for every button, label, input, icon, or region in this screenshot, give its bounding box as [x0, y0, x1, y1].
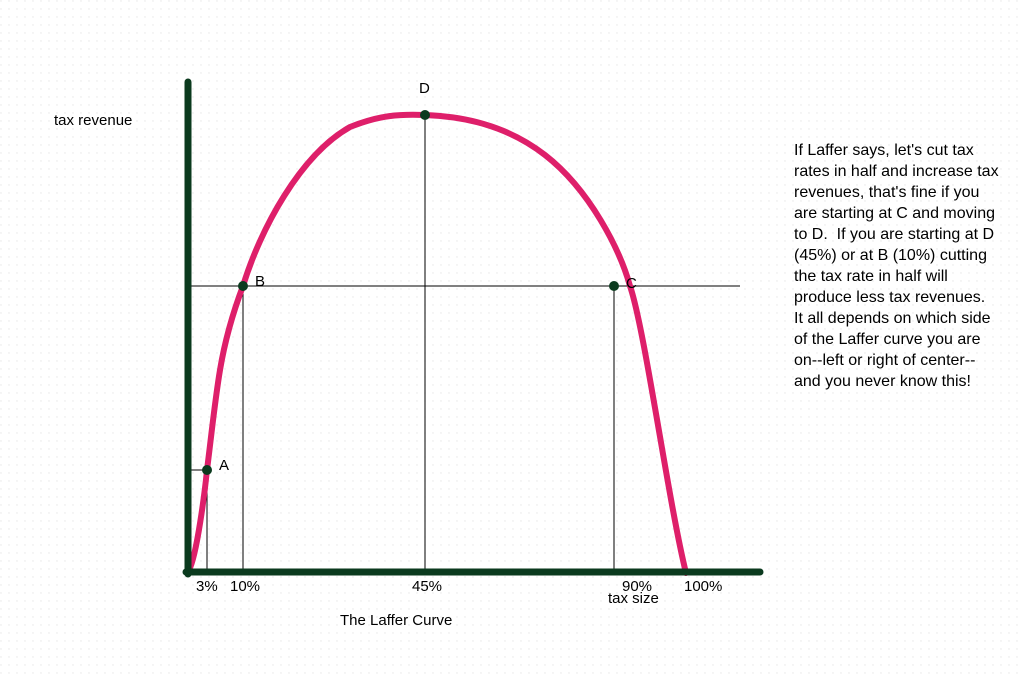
chart-title: The Laffer Curve — [340, 612, 452, 629]
explanation-text: If Laffer says, let's cut tax rates in h… — [794, 140, 1000, 392]
point-label-d: D — [419, 80, 430, 97]
x-tick-label: 90% — [622, 578, 652, 595]
x-tick-label: 10% — [230, 578, 260, 595]
reference-lines — [188, 115, 740, 572]
x-tick-label: 45% — [412, 578, 442, 595]
laffer-curve-line — [189, 115, 686, 573]
point-label-a: A — [219, 457, 229, 474]
y-axis-label: tax revenue — [54, 112, 132, 129]
x-tick-label: 100% — [684, 578, 722, 595]
point-label-c: C — [626, 275, 637, 292]
point-label-b: B — [255, 273, 265, 290]
x-tick-label: 3% — [196, 578, 218, 595]
